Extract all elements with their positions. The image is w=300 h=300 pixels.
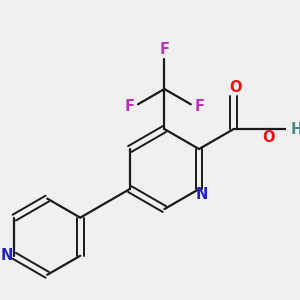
Text: O: O bbox=[230, 80, 242, 94]
Text: H: H bbox=[290, 122, 300, 136]
Text: O: O bbox=[263, 130, 275, 145]
Text: F: F bbox=[124, 99, 134, 114]
Text: F: F bbox=[159, 43, 170, 58]
Text: N: N bbox=[196, 187, 208, 202]
Text: F: F bbox=[194, 99, 204, 114]
Text: N: N bbox=[0, 248, 13, 263]
